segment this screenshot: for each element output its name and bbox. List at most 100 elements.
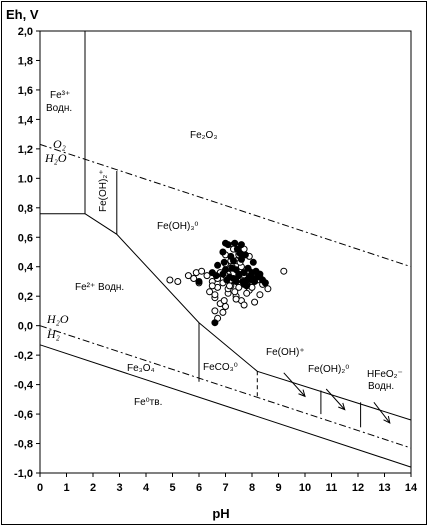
data-point-open (226, 282, 233, 290)
x-tick-label: 13 (378, 482, 390, 494)
label-hfeo2-aq: Водн. (368, 381, 394, 392)
arrow-head (298, 389, 306, 398)
label-fe3-aq: Водн. (46, 103, 72, 114)
boundary-solid (39, 344, 412, 468)
x-tick-label: 0 (37, 482, 43, 494)
data-point-open (211, 307, 219, 315)
y-tick-label: 1,2 (18, 144, 33, 156)
arrow-head (383, 415, 391, 424)
data-point-open (280, 267, 288, 275)
points (166, 239, 288, 327)
data-point-filled (252, 267, 260, 275)
y-axis-title: Eh, V (6, 7, 39, 22)
arrow-head (338, 402, 346, 411)
x-tick-label: 1 (63, 482, 69, 494)
data-point-open (203, 272, 211, 280)
label-fe3: Fe³⁺ (50, 90, 70, 101)
data-point-filled (232, 278, 240, 285)
y-tick-label: 0,0 (18, 321, 33, 333)
x-tick-label: 3 (116, 482, 122, 494)
x-tick-label: 11 (326, 482, 338, 494)
label-hfeo2: HFeO₂⁻ (367, 369, 403, 380)
data-point-open (174, 278, 182, 285)
data-point-open (243, 289, 251, 297)
label-feoh2-plus: Fe(OH)₂⁺ (98, 170, 109, 213)
label-h2: H₂ (46, 327, 60, 341)
y-tick-label: 0,2 (18, 291, 33, 303)
data-point-open (251, 298, 259, 306)
x-tick-label: 8 (249, 482, 255, 494)
data-point-open (235, 283, 243, 291)
y-tick-label: 2,0 (18, 26, 33, 38)
data-point-filled (241, 251, 249, 259)
data-point-filled (222, 266, 229, 274)
y-tick-label: 0,8 (18, 203, 33, 215)
data-point-filled (235, 270, 243, 278)
y-tick-label: 0,4 (18, 262, 34, 274)
y-tick-label: -1,0 (14, 468, 33, 480)
boundary-dashdot (39, 325, 412, 449)
data-point-open (166, 276, 174, 284)
arrow-shaft (373, 401, 391, 424)
data-point-filled (249, 258, 257, 266)
data-point-filled (214, 261, 222, 269)
label-feoh2-0: Fe(OH)₂⁰ (308, 364, 349, 375)
label-fe2o3: Fe₂O₃ (190, 130, 217, 141)
arrow-shaft (283, 372, 306, 397)
y-tick-label: 1,6 (18, 85, 33, 97)
data-point-filled (244, 264, 252, 272)
data-point-filled (261, 279, 269, 287)
y-tick-label: -0,8 (14, 439, 33, 451)
data-point-open (232, 295, 240, 303)
x-tick-label: 7 (222, 482, 228, 494)
y-tick-label: -0,4 (14, 380, 34, 392)
data-point-filled (228, 264, 236, 272)
data-point-filled (230, 257, 237, 265)
arrow-shaft (325, 388, 346, 410)
x-tick-label: 2 (90, 482, 96, 494)
data-point-open (220, 297, 228, 305)
x-tick-label: 4 (143, 482, 150, 494)
data-point-open (198, 267, 206, 275)
arrows (283, 372, 391, 424)
x-tick-label: 6 (196, 482, 202, 494)
data-point-open (264, 285, 272, 293)
label-fe0: Fe⁰тв. (134, 397, 162, 408)
boundaries (39, 31, 412, 468)
data-point-open (231, 288, 239, 296)
data-point-filled (211, 319, 219, 327)
boundary-solid (84, 213, 412, 421)
data-point-filled (224, 241, 232, 249)
data-point-open (206, 288, 214, 296)
data-point-open (219, 308, 227, 316)
data-point-open (184, 272, 192, 280)
label-fe2-aq: Fe²⁺ Водн. (75, 282, 124, 293)
data-point-open (211, 291, 219, 299)
y-axis-ticks: 2,0 1,8 1,6 1,4 1,2 1.0 0,8 0,6 0,4 0,2 0,0 -0,2 -0,… (14, 26, 40, 480)
label-feoh3: Fe(OH)₃⁰ (157, 221, 198, 232)
data-point-filled (237, 241, 245, 249)
label-h2o-bottom: H₂O (46, 312, 69, 326)
y-tick-label: 1,4 (18, 114, 34, 126)
x-tick-label: 9 (275, 482, 281, 494)
data-point-filled (243, 282, 251, 290)
y-tick-label: -0,2 (14, 350, 33, 362)
x-axis-title: pH (212, 506, 229, 521)
data-point-filled (248, 276, 256, 284)
x-tick-label: 10 (299, 482, 311, 494)
data-point-filled (220, 258, 228, 266)
label-o2: O₂ (53, 137, 66, 151)
x-axis-ticks: 0 1 2 3 4 5 6 7 8 9 10 11 12 13 14 (37, 473, 418, 494)
label-fe3o4: Fe₃O₄ (127, 363, 155, 374)
x-tick-label: 5 (169, 482, 175, 494)
y-tick-label: 1,8 (18, 55, 33, 67)
y-tick-label: 0,6 (18, 232, 33, 244)
y-tick-label: 1.0 (18, 173, 33, 185)
data-point-open (222, 303, 229, 310)
data-point-filled (195, 278, 203, 285)
data-point-open (256, 291, 264, 299)
y-tick-label: -0,6 (14, 409, 33, 421)
